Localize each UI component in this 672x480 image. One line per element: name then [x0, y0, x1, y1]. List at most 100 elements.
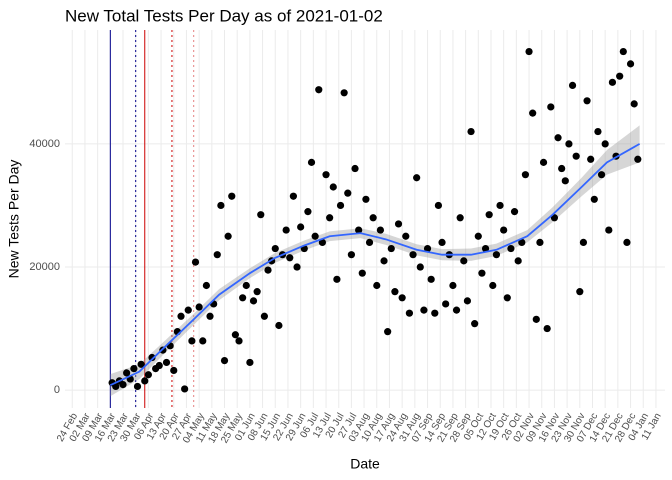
- data-point: [507, 244, 515, 253]
- data-point: [329, 183, 337, 191]
- data-point: [405, 309, 414, 317]
- data-point: [438, 238, 446, 246]
- data-point: [217, 201, 225, 210]
- data-point: [365, 238, 374, 246]
- data-point: [558, 164, 566, 173]
- data-point: [467, 127, 475, 136]
- data-point: [594, 127, 602, 136]
- data-point: [608, 78, 617, 86]
- data-point: [355, 226, 363, 234]
- data-point: [242, 281, 250, 290]
- data-point: [344, 189, 352, 197]
- data-point: [460, 257, 468, 265]
- data-point: [561, 177, 569, 185]
- data-point: [224, 232, 232, 240]
- data-point: [220, 356, 229, 365]
- data-point: [587, 155, 595, 163]
- y-axis-label: New Tests Per Day: [6, 160, 22, 279]
- data-point: [206, 312, 214, 320]
- data-point: [133, 382, 142, 391]
- data-point: [340, 89, 348, 97]
- data-point: [452, 306, 461, 314]
- data-point: [112, 382, 120, 391]
- data-point: [510, 208, 519, 216]
- data-point: [489, 281, 497, 290]
- data-point: [155, 361, 163, 370]
- data-point: [137, 360, 145, 368]
- data-point: [184, 306, 192, 314]
- data-point: [500, 226, 508, 234]
- data-point: [239, 294, 247, 302]
- data-point: [532, 315, 540, 323]
- data-point: [434, 201, 443, 210]
- data-point: [286, 254, 294, 262]
- data-point: [333, 275, 341, 283]
- data-point: [514, 257, 522, 265]
- data-point: [423, 244, 432, 253]
- data-point: [318, 238, 327, 246]
- data-point: [420, 306, 428, 314]
- data-point: [384, 328, 392, 336]
- data-point: [623, 238, 631, 246]
- data-point: [442, 300, 450, 308]
- y-tick-label: 20000: [29, 261, 60, 273]
- data-point: [525, 47, 533, 56]
- data-point: [297, 223, 305, 231]
- data-point: [304, 208, 312, 216]
- data-point: [246, 358, 254, 367]
- data-point: [391, 288, 399, 296]
- data-point: [311, 232, 319, 240]
- data-point: [181, 385, 189, 393]
- data-point: [471, 320, 479, 328]
- data-point: [188, 337, 196, 345]
- data-point: [416, 263, 424, 271]
- data-point: [568, 81, 577, 90]
- data-point: [413, 174, 421, 182]
- data-point: [275, 321, 283, 330]
- chart-title: New Total Tests Per Day as of 2021-01-02: [65, 6, 383, 25]
- data-point: [195, 303, 203, 311]
- data-point: [536, 238, 544, 246]
- data-point: [351, 164, 359, 173]
- data-point: [293, 263, 301, 271]
- data-point: [257, 211, 265, 219]
- data-point: [253, 288, 261, 296]
- data-point: [550, 214, 559, 222]
- data-point: [315, 86, 323, 94]
- data-point: [307, 158, 316, 166]
- data-point: [336, 201, 345, 210]
- smooth-line: [109, 143, 641, 387]
- data-point: [590, 195, 598, 203]
- data-point: [119, 381, 127, 389]
- data-point: [123, 369, 131, 377]
- data-point: [376, 226, 385, 234]
- data-point: [260, 312, 268, 320]
- data-point: [231, 331, 239, 339]
- data-point: [289, 192, 297, 200]
- data-point: [579, 238, 588, 246]
- data-point: [583, 97, 591, 105]
- data-point: [492, 251, 501, 259]
- data-point: [431, 309, 439, 317]
- x-axis-label: Date: [350, 456, 380, 472]
- data-point: [380, 257, 388, 265]
- data-point: [249, 297, 258, 305]
- data-point: [170, 366, 178, 375]
- data-point: [572, 152, 580, 160]
- data-point: [485, 211, 493, 219]
- data-point: [402, 232, 410, 240]
- data-point: [358, 269, 366, 277]
- data-point: [456, 214, 464, 222]
- data-point: [427, 275, 435, 283]
- data-point: [576, 288, 584, 296]
- data-point: [159, 346, 167, 354]
- data-point: [521, 171, 530, 179]
- data-point: [634, 155, 642, 163]
- data-point: [326, 214, 334, 222]
- data-point: [235, 337, 243, 345]
- data-point: [409, 251, 417, 259]
- data-point: [199, 337, 207, 345]
- data-point: [616, 72, 624, 80]
- data-point: [141, 377, 149, 385]
- data-point: [478, 269, 486, 277]
